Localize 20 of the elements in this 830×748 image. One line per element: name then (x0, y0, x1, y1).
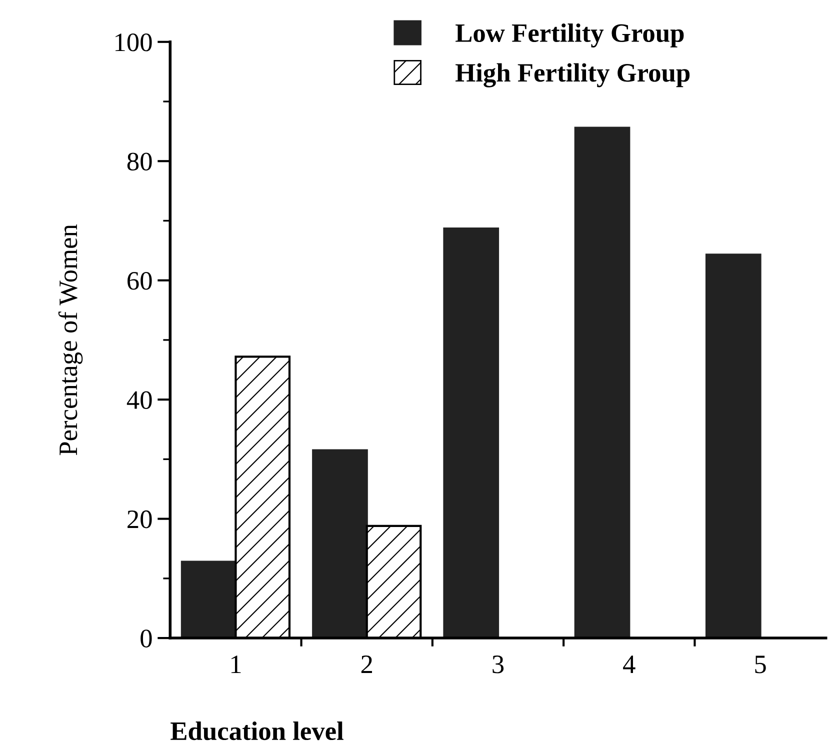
x-axis-title: Education level (170, 722, 344, 740)
y-tick-label: 40 (126, 391, 152, 409)
x-tick-label: 1 (231, 656, 241, 674)
x-tick-label: 4 (623, 656, 636, 674)
x-tick-label: 2 (361, 656, 372, 674)
bar (443, 227, 500, 638)
y-tick-label: 20 (128, 510, 152, 528)
y-tick-label: 60 (128, 272, 152, 290)
y-tick-label: 0 (140, 630, 152, 648)
y-tick-label: 100 (116, 33, 152, 52)
bar (705, 254, 762, 638)
legend-label: High Fertility Group (456, 63, 690, 88)
bar (574, 126, 630, 638)
y-axis-title: Percentage of Women (58, 224, 83, 456)
bar (312, 449, 368, 638)
x-tick-label: 3 (492, 656, 504, 674)
y-tick-label: 80 (127, 152, 152, 171)
legend-label: Low Fertility Group (456, 23, 684, 48)
x-tick-label: 5 (755, 656, 766, 674)
bar (180, 560, 237, 638)
